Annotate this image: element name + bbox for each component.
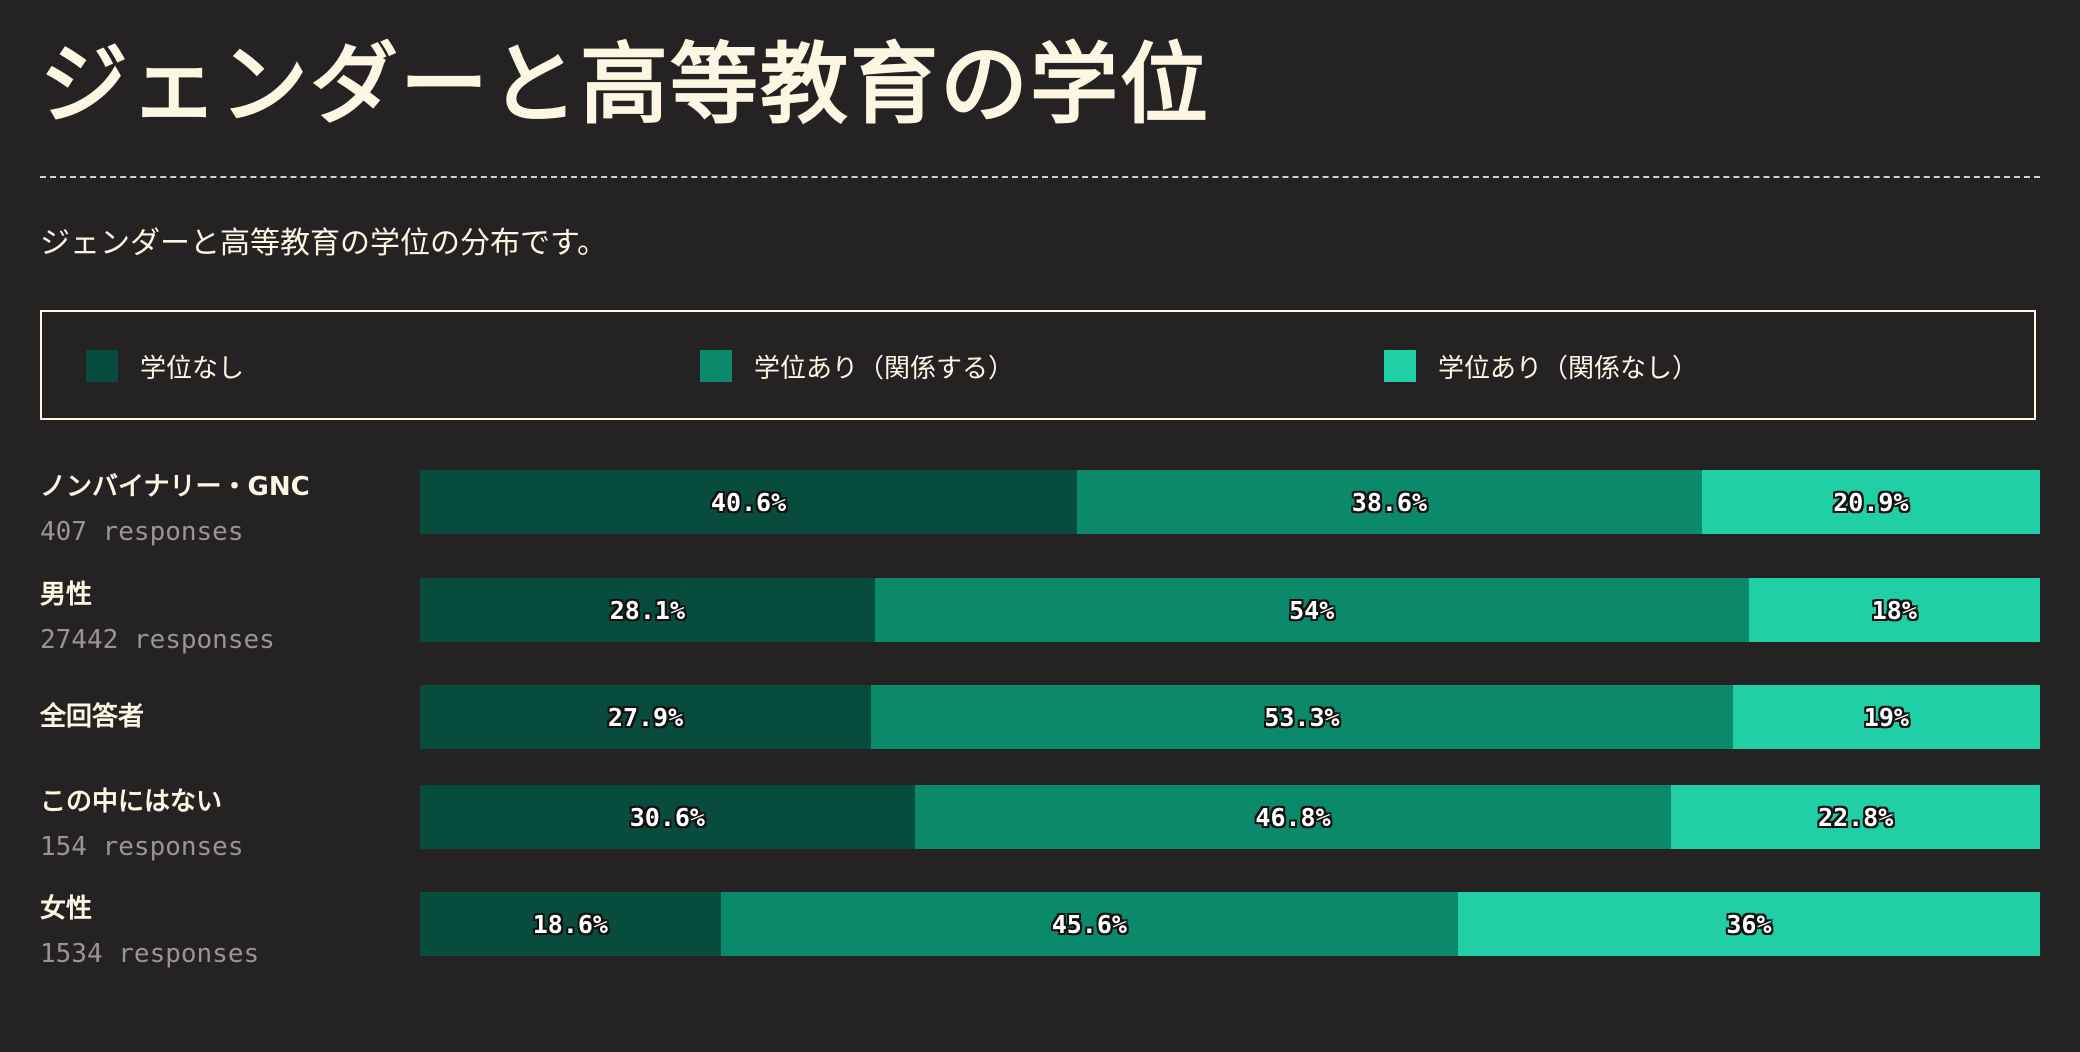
bar-segment-related: 46.8% <box>914 785 1672 849</box>
bar-segment-related: 53.3% <box>871 685 1733 749</box>
row-response-count: 27442 responses <box>40 625 275 655</box>
bar-value-label: 54% <box>1289 595 1335 625</box>
row-label: この中にはない <box>40 787 223 817</box>
bar-segment-no-degree: 27.9% <box>420 685 872 749</box>
row-label: 全回答者 <box>40 702 145 732</box>
bar-segment-related: 54% <box>874 578 1749 642</box>
bar-segment-no-degree: 40.6% <box>420 470 1078 534</box>
bar-segment-unrelated: 22.8% <box>1671 785 2040 849</box>
chart-subtitle: ジェンダーと高等教育の学位の分布です。 <box>40 226 607 261</box>
legend-label-unrelated: 学位あり（関係なし） <box>1438 353 1699 384</box>
bar-value-label: 18.6% <box>532 909 608 939</box>
bar-value-label: 38.6% <box>1351 487 1428 517</box>
chart-title: ジェンダーと高等教育の学位 <box>40 33 1211 136</box>
bar-segment-unrelated: 36% <box>1457 892 2040 956</box>
bar-value-label: 46.8% <box>1255 802 1331 832</box>
bar-segment-no-degree: 28.1% <box>420 578 875 642</box>
stacked-bar: 18.6% 45.6% 36% <box>420 892 2040 956</box>
legend-label-no-degree: 学位なし <box>140 353 245 384</box>
bar-segment-unrelated: 19% <box>1732 685 2040 749</box>
row-label: 女性 <box>40 894 93 924</box>
legend-item-related: 学位あり（関係する） <box>700 350 1015 384</box>
row-response-count: 154 responses <box>40 832 244 862</box>
bar-value-label: 20.9% <box>1833 487 1909 517</box>
row-label: 男性 <box>40 580 93 610</box>
stacked-bar: 27.9% 53.3% 19% <box>420 685 2040 749</box>
bar-segment-unrelated: 20.9% <box>1701 470 2040 534</box>
legend-swatch-unrelated <box>1384 350 1416 382</box>
stacked-bar: 28.1% 54% 18% <box>420 578 2040 642</box>
stacked-bar: 40.6% 38.6% 20.9% <box>420 470 2040 534</box>
bar-value-label: 18% <box>1871 595 1917 625</box>
bar-segment-unrelated: 18% <box>1748 578 2040 642</box>
legend-item-no-degree: 学位なし <box>86 350 245 384</box>
bar-value-label: 27.9% <box>607 702 684 732</box>
legend-item-unrelated: 学位あり（関係なし） <box>1384 350 1699 384</box>
legend-swatch-no-degree <box>86 350 118 382</box>
bar-segment-related: 45.6% <box>720 892 1458 956</box>
bar-value-label: 53.3% <box>1264 702 1340 732</box>
bar-value-label: 36% <box>1726 909 1772 939</box>
bar-value-label: 40.6% <box>710 487 787 517</box>
stacked-bar: 30.6% 46.8% 22.8% <box>420 785 2040 849</box>
row-label: ノンバイナリー・GNC <box>40 472 310 502</box>
bar-value-label: 45.6% <box>1051 909 1127 939</box>
bar-segment-no-degree: 30.6% <box>420 785 915 849</box>
bar-value-label: 19% <box>1863 702 1909 732</box>
title-divider <box>40 176 2040 178</box>
legend-label-related: 学位あり（関係する） <box>754 353 1015 384</box>
bar-segment-related: 38.6% <box>1077 470 1702 534</box>
row-response-count: 1534 responses <box>40 939 260 969</box>
bar-segment-no-degree: 18.6% <box>420 892 721 956</box>
row-response-count: 407 responses <box>40 517 244 547</box>
bar-value-label: 30.6% <box>629 802 705 832</box>
bar-value-label: 22.8% <box>1818 802 1894 832</box>
bar-value-label: 28.1% <box>609 595 685 625</box>
legend: 学位なし 学位あり（関係する） 学位あり（関係なし） <box>40 310 2036 420</box>
legend-swatch-related <box>700 350 732 382</box>
